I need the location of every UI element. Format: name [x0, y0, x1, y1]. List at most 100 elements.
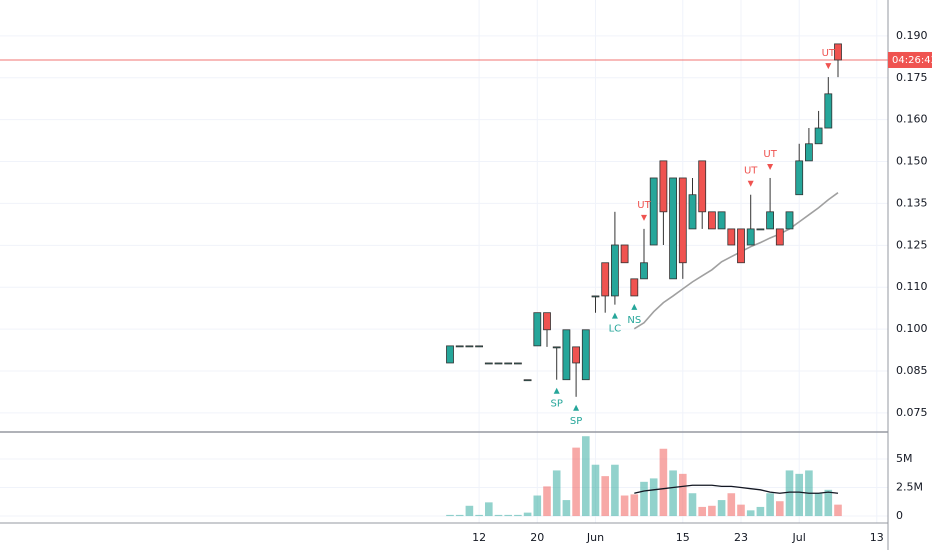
volume-bar: [504, 514, 512, 517]
volume-ma-line: [634, 484, 839, 494]
volume-bar: [824, 489, 833, 517]
countdown-label: 04:26:43: [892, 55, 932, 66]
volume-bar: [698, 506, 706, 517]
candle-body: [640, 262, 648, 280]
volume-tick-label: 0: [896, 509, 903, 522]
signal-label: UT: [744, 166, 758, 177]
candle-body: [620, 244, 629, 264]
volume-bar: [746, 510, 755, 517]
signal-label: UT: [763, 149, 777, 160]
y-tick-label: 0.175: [896, 71, 928, 84]
candle-body: [611, 244, 619, 297]
volume-bar: [766, 493, 774, 517]
candle-body: [543, 312, 551, 331]
x-tick-label: 15: [676, 531, 690, 544]
candle-body: [562, 329, 571, 381]
candle-body: [805, 143, 813, 162]
volume-bar: [494, 514, 503, 517]
volume-bar: [669, 470, 677, 517]
candle-body: [834, 43, 842, 61]
volume-bar: [591, 464, 600, 517]
x-tick-label: Jul: [792, 531, 806, 544]
candle-body: [465, 345, 474, 348]
volume-bar: [814, 493, 823, 517]
candle-body: [552, 346, 561, 349]
y-tick-label: 0.125: [896, 238, 928, 251]
volume-bar: [649, 478, 658, 517]
volume-bar: [533, 495, 542, 517]
candle-body: [572, 346, 580, 364]
volume-bar: [475, 514, 483, 517]
volume-bar: [708, 505, 716, 517]
volume-bar: [572, 447, 580, 517]
volume-bar: [611, 464, 619, 517]
candle-body: [717, 211, 726, 230]
candle-body: [591, 295, 600, 298]
volume-bar: [601, 476, 609, 517]
volume-bar: [688, 493, 697, 517]
candle-body: [785, 211, 794, 230]
y-tick-label: 0.150: [896, 155, 928, 168]
marks: [0, 43, 888, 517]
candle-body: [698, 160, 707, 213]
signal-marker: [747, 180, 754, 187]
volume-bar: [582, 436, 590, 517]
candle-body: [708, 211, 716, 230]
volume-bar: [543, 486, 551, 517]
y-tick-label: 0.160: [896, 113, 928, 126]
candle-body: [669, 177, 677, 280]
candle-body: [678, 177, 687, 264]
candle-body: [455, 345, 464, 348]
candle-body: [630, 278, 639, 297]
candle-body: [504, 362, 513, 365]
signal-label: SP: [570, 416, 582, 427]
volume-bar: [485, 502, 493, 517]
candle-body: [514, 362, 522, 365]
volume-bar: [630, 494, 639, 517]
candle-body: [775, 228, 784, 246]
candle-body: [494, 362, 503, 365]
signal-label: UT: [822, 48, 836, 59]
y-tick-label: 0.135: [896, 196, 928, 209]
volume-bar: [776, 501, 784, 517]
countdown-box: [888, 51, 932, 68]
signal-marker: [611, 312, 618, 319]
signal-marker: [641, 214, 647, 221]
y-tick-label: 0.085: [896, 364, 928, 377]
volume-bar: [756, 506, 765, 517]
candle-body: [446, 345, 454, 364]
signal-label: SP: [551, 399, 563, 410]
volume-bar: [727, 493, 736, 517]
signal-marker: [573, 404, 580, 411]
y-tick-label: 0.190: [896, 29, 928, 42]
volume-bar: [795, 473, 803, 517]
signal-label: UT: [637, 200, 651, 211]
candle-body: [814, 127, 823, 145]
candle-body: [475, 345, 484, 348]
candle-body: [746, 228, 755, 246]
signal-label: NS: [627, 315, 641, 326]
candle-body: [601, 262, 610, 297]
candle-body: [727, 228, 736, 246]
candle-body: [523, 379, 532, 382]
x-tick-label: 13: [870, 531, 884, 544]
y-tick-label: 0.100: [896, 322, 928, 335]
volume-bar: [562, 500, 571, 517]
candle-body: [659, 160, 668, 213]
x-tick-label: Jun: [586, 531, 604, 544]
volume-bar: [620, 495, 629, 517]
volume-bar: [785, 470, 794, 517]
volume-bar: [679, 473, 687, 517]
volume-bar: [659, 448, 668, 517]
volume-bar: [717, 500, 726, 517]
volume-bar: [552, 470, 561, 517]
candle-body: [766, 211, 774, 230]
ma-line: [633, 192, 839, 330]
volume-bar: [514, 514, 522, 517]
x-tick-label: 20: [530, 531, 544, 544]
candle-body: [795, 160, 804, 196]
signal-marker: [767, 163, 774, 170]
candle-body: [533, 312, 542, 347]
candle-body: [737, 228, 745, 264]
